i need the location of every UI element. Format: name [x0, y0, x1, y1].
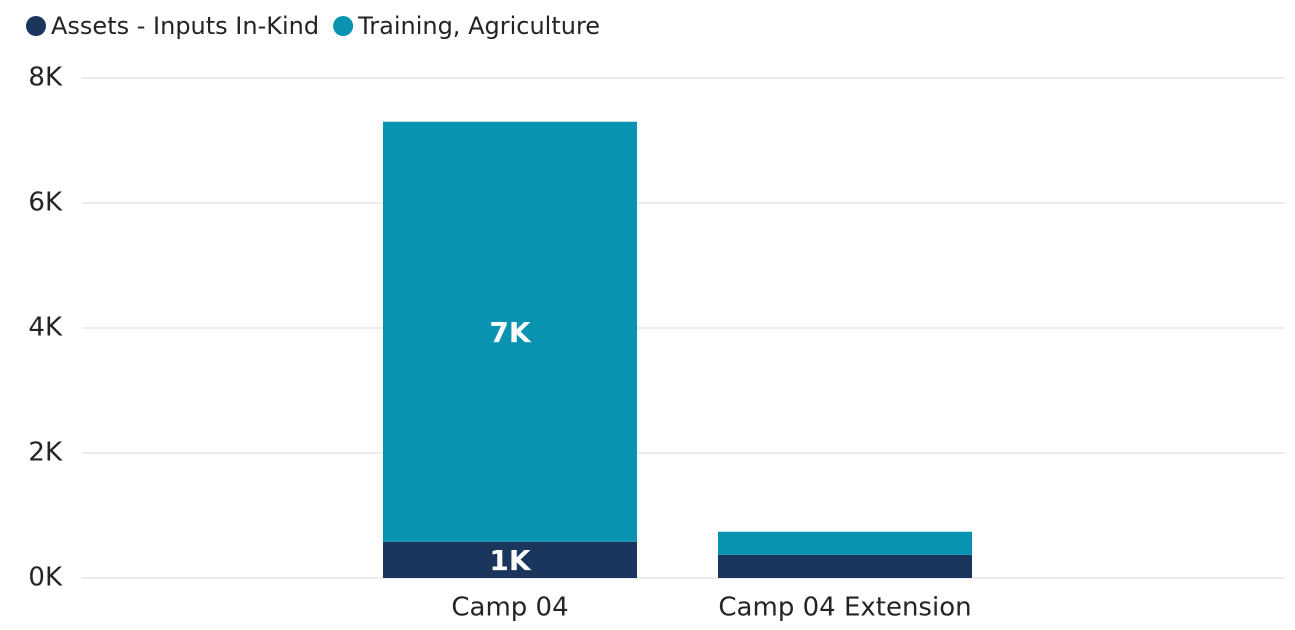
- bar-segment: [383, 541, 637, 578]
- legend-label: Training, Agriculture: [357, 12, 600, 40]
- x-tick-label: Camp 04: [451, 593, 568, 623]
- x-tick-label: Camp 04 Extension: [718, 593, 971, 623]
- legend-label: Assets - Inputs In-Kind: [51, 12, 319, 40]
- legend-marker: [26, 16, 46, 36]
- data-label: 7K: [489, 316, 531, 349]
- y-tick-label: 4K: [28, 313, 63, 343]
- y-tick-label: 6K: [28, 188, 63, 218]
- bar-segment: [718, 554, 972, 578]
- data-label: 1K: [489, 544, 531, 577]
- bar-segment: [383, 121, 637, 542]
- y-tick-label: 2K: [28, 438, 63, 468]
- y-tick-label: 8K: [28, 63, 63, 93]
- bar-segment: [718, 531, 972, 555]
- y-tick-label: 0K: [28, 563, 63, 593]
- legend-marker: [333, 16, 354, 36]
